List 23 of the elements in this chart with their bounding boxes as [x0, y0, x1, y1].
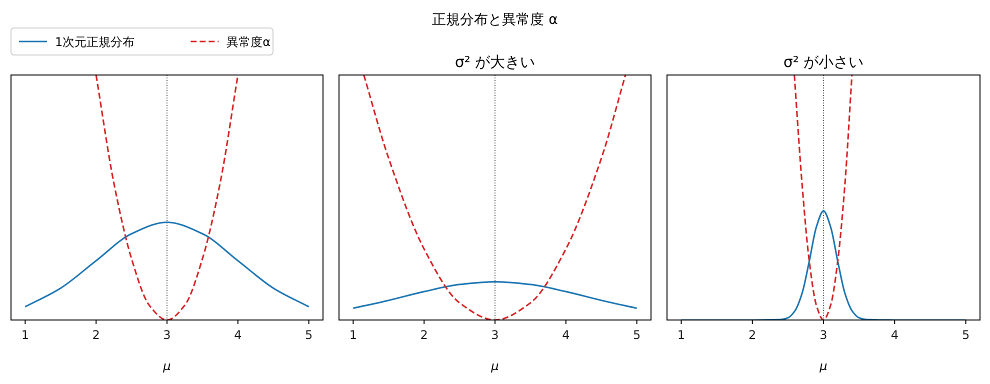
x-tick-label: 5 — [633, 328, 641, 342]
x-tick-label: 5 — [305, 328, 313, 342]
legend-label: 1次元正規分布 — [55, 35, 135, 49]
x-tick-label: 5 — [962, 328, 970, 342]
x-tick-label: 4 — [890, 328, 898, 342]
x-tick-label: 2 — [420, 328, 428, 342]
x-tick-label: 2 — [92, 328, 100, 342]
x-axis-title: μ — [818, 359, 828, 373]
x-tick-label: 3 — [163, 328, 171, 342]
legend-label: 異常度α — [226, 35, 271, 49]
x-tick-label: 3 — [491, 328, 499, 342]
x-tick-label: 4 — [234, 328, 242, 342]
x-tick-label: 4 — [562, 328, 570, 342]
x-tick-label: 1 — [349, 328, 357, 342]
chart-title: σ² が大きい — [454, 53, 536, 71]
chart-title: σ² が小さい — [783, 53, 864, 71]
text: 正規分布と異常度 α — [432, 12, 558, 28]
x-tick-label: 3 — [820, 328, 828, 342]
x-tick-label: 1 — [21, 328, 29, 342]
x-axis-title: μ — [162, 359, 172, 373]
x-tick-label: 2 — [748, 328, 756, 342]
x-axis-title: μ — [490, 359, 500, 373]
x-tick-label: 1 — [677, 328, 686, 342]
